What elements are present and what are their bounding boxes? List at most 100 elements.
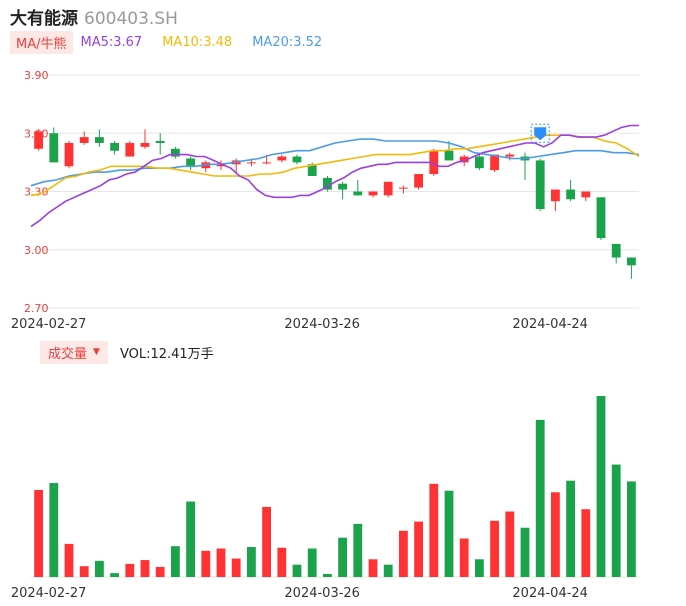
ma20-label: MA20:3.52 <box>252 34 323 50</box>
candle-body <box>186 158 196 167</box>
marker-frame <box>530 123 550 143</box>
candle-body <box>277 156 287 161</box>
volume-bar <box>444 490 454 577</box>
ma10-label: MA10:3.48 <box>162 34 233 50</box>
ma5-line <box>30 124 639 228</box>
volume-legend: 成交量 ▼ VOL:12.41万手 <box>40 340 214 364</box>
ma-legend: MA/牛熊 MA5:3.67 MA10:3.48 MA20:3.52 <box>10 30 342 54</box>
volume-mode-label: 成交量 <box>48 346 88 362</box>
volume-bar <box>596 396 606 577</box>
volume-bar <box>246 546 256 577</box>
volume-value: VOL:12.41万手 <box>119 346 214 362</box>
candle-body <box>596 197 606 239</box>
volume-x-tick-label: 2024-03-26 <box>284 586 360 601</box>
candle-body <box>338 183 348 190</box>
volume-bar <box>566 480 576 577</box>
candle-body <box>322 177 332 190</box>
volume-bar <box>94 560 104 577</box>
volume-bar <box>307 548 317 577</box>
candle-body <box>64 142 74 167</box>
volume-bar <box>581 509 591 577</box>
volume-bar <box>353 523 363 577</box>
volume-bar <box>611 464 621 577</box>
shield-icon <box>534 127 547 141</box>
volume-bar <box>322 573 332 577</box>
y-tick-label: 3.00 <box>24 244 49 257</box>
volume-bar <box>170 546 180 577</box>
candle-body <box>292 156 302 163</box>
volume-bar <box>383 564 393 577</box>
volume-bar <box>201 550 211 577</box>
candle-body <box>49 133 59 163</box>
ma-mode-selector[interactable]: MA/牛熊 <box>10 30 73 54</box>
candle-body <box>307 164 317 176</box>
x-tick-label: 2024-04-24 <box>512 317 588 332</box>
candle-body <box>444 150 454 161</box>
volume-bar <box>429 483 439 577</box>
candle-body <box>611 243 621 258</box>
ma20-line <box>30 138 640 187</box>
volume-bar <box>535 419 545 577</box>
candle-body <box>459 156 469 163</box>
volume-bar <box>414 521 424 577</box>
candle-body <box>79 137 89 143</box>
volume-mode-selector[interactable]: 成交量 ▼ <box>40 340 108 364</box>
candle-body <box>94 137 104 143</box>
volume-bar <box>125 563 135 577</box>
volume-bar <box>490 520 500 577</box>
candle-body <box>398 187 408 189</box>
candle-body <box>505 154 515 157</box>
candle-body <box>368 191 378 196</box>
candle-body <box>353 191 363 196</box>
candle-body <box>216 164 226 167</box>
volume-bar <box>140 560 150 577</box>
candle-body <box>429 150 439 175</box>
volume-bar <box>34 489 44 577</box>
volume-bar <box>186 501 196 577</box>
candle-body <box>550 189 560 202</box>
volume-bar <box>474 559 484 577</box>
volume-bar <box>155 566 165 577</box>
candle-body <box>262 162 272 164</box>
volume-bar <box>505 511 515 577</box>
volume-bar <box>64 543 74 577</box>
y-tick-label: 2.70 <box>24 302 49 315</box>
ma5-label: MA5:3.67 <box>80 34 143 50</box>
stock-header: 大有能源 600403.SH <box>10 4 178 29</box>
candle-body <box>566 189 576 200</box>
candle-body <box>155 141 165 143</box>
candle-body <box>535 160 545 209</box>
y-tick-label: 3.30 <box>24 186 49 199</box>
volume-bar <box>520 527 530 577</box>
candle-body <box>140 142 150 147</box>
volume-x-tick-label: 2024-02-27 <box>11 586 87 601</box>
candle-body <box>170 148 180 157</box>
x-tick-label: 2024-03-26 <box>284 317 360 332</box>
stock-name: 大有能源 <box>10 9 78 29</box>
candle-body <box>125 142 135 157</box>
volume-bar <box>79 566 89 577</box>
candle-body <box>34 131 44 149</box>
volume-bar <box>110 573 120 577</box>
x-tick-label: 2024-02-27 <box>11 317 87 332</box>
candle-body <box>414 174 424 188</box>
stock-code: 600403.SH <box>84 9 178 29</box>
caret-down-icon: ▼ <box>93 347 100 357</box>
volume-bar <box>550 492 560 577</box>
volume-bar <box>49 483 59 577</box>
candle-body <box>110 142 120 151</box>
volume-bar <box>626 481 636 577</box>
candle-body <box>581 191 591 198</box>
candle-body <box>246 162 256 164</box>
volume-bar <box>338 537 348 577</box>
candle-body <box>626 257 636 266</box>
volume-bar <box>292 564 302 577</box>
volume-bar <box>277 547 287 577</box>
y-tick-label: 3.90 <box>24 69 49 82</box>
candle-body <box>490 154 500 171</box>
volume-bar <box>368 559 378 577</box>
volume-bar <box>262 506 272 577</box>
volume-x-tick-label: 2024-04-24 <box>512 586 588 601</box>
candle-body <box>383 181 393 196</box>
